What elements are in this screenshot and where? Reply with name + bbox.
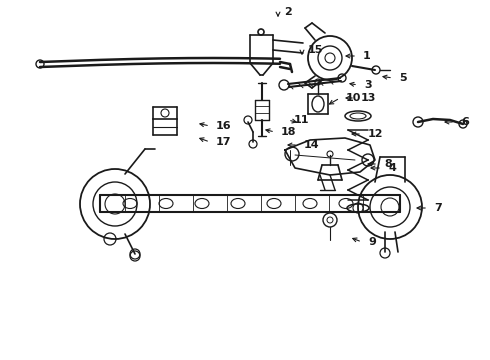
Text: 1: 1: [363, 51, 371, 61]
Text: 4: 4: [388, 163, 396, 173]
Text: 2: 2: [284, 7, 292, 17]
Text: 14: 14: [304, 140, 319, 150]
Text: 13: 13: [361, 93, 376, 103]
Text: 17: 17: [216, 137, 231, 147]
Text: 12: 12: [368, 129, 384, 139]
Text: 3: 3: [364, 80, 371, 90]
Text: 18: 18: [281, 127, 296, 137]
Text: 15: 15: [308, 45, 323, 55]
Text: 10: 10: [346, 93, 362, 103]
Text: 6: 6: [461, 117, 469, 127]
Text: 5: 5: [399, 73, 407, 83]
Text: 9: 9: [368, 237, 376, 247]
Text: 16: 16: [216, 121, 232, 131]
Text: 8: 8: [384, 159, 392, 169]
Text: 7: 7: [434, 203, 442, 213]
Text: 11: 11: [294, 115, 310, 125]
